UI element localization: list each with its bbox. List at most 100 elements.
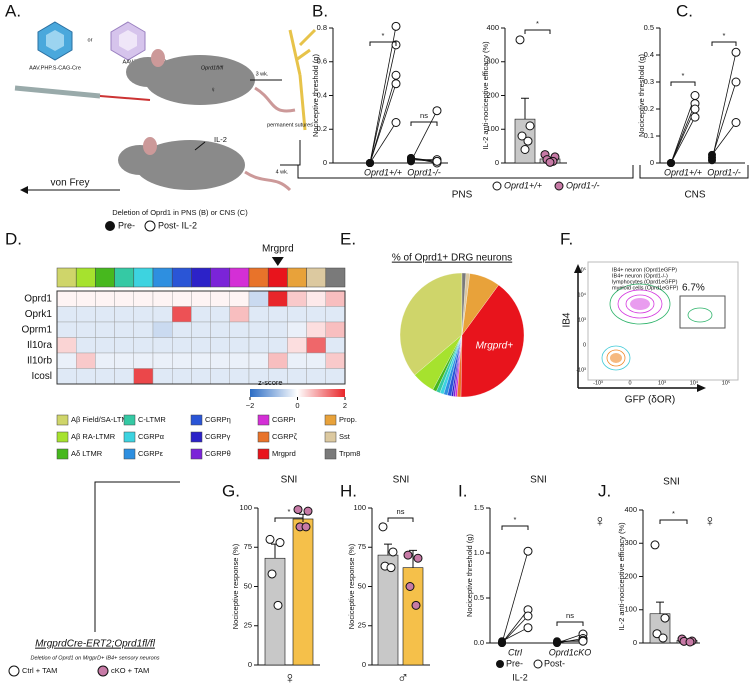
column-color [95,267,115,288]
column-color [248,267,269,288]
heatmap-frame [56,290,346,385]
heat-cell [229,290,250,307]
row-label: Il10rb [27,355,52,366]
cns-bracket [639,165,749,179]
bar [377,554,399,666]
significance-bracket [410,121,438,126]
heat-cell [306,337,327,354]
heat-cell [171,368,192,385]
post-point [731,77,741,87]
flow-panel: IB4 GFP (δOR) 6.7% IB4+ neuron (Oprd1eGF… [562,261,739,406]
heat-cell [152,337,173,354]
group-label: Ctrl [508,647,523,657]
y-axis-label: Nociceptive threshold (g) [465,534,474,617]
y-tick-label: 200 [486,90,499,99]
chart-title: SNI [663,477,680,488]
heat-cell [133,337,154,354]
data-point [650,540,660,550]
y-tick-label: 0 [495,158,499,167]
or-label: or [88,37,93,43]
heat-cell [210,337,231,354]
sex-symbol: ♂ [397,670,409,687]
y-tick-label: 0.2 [317,124,327,133]
group-label: Oprd1-/- [407,167,441,177]
data-point [523,136,533,146]
flow-x-tick: -10³ [593,380,603,386]
y-axis-label: Nociceptive threshold (g) [637,54,646,137]
flow-y-tick: -10³ [576,367,586,373]
genotype-label: MrgprdCre-ERT2;Oprd1fl/fl [35,639,156,650]
heat-cell [133,352,154,369]
gate-label: 6.7% [682,283,705,294]
panel-letter: I. [458,481,467,500]
legend-swatch [56,448,69,460]
heat-cell [114,352,134,369]
pair-line [711,52,737,161]
y-tick-label: 0.6 [317,57,327,66]
flow-y-tick: 10⁵ [578,266,586,273]
legend-label: CGRPι [272,415,296,424]
chart-title: SNI [530,475,547,486]
pair-line [711,81,737,158]
heat-cell [191,368,211,385]
heat-cell [152,352,173,369]
bracket [94,481,180,632]
pie-slice [399,272,463,376]
heat-cell [325,337,346,354]
legend-label: Aδ LTMR [71,449,103,458]
pie-slice [460,284,525,398]
legend-label: CGRPγ [205,432,231,441]
heat-cell [287,337,307,354]
y-tick-label: 100 [486,124,499,133]
heat-cell [114,337,134,354]
heat-cell [56,352,77,369]
heat-cell [229,337,250,354]
y-tick-label: 0.1 [644,131,654,140]
colorbar-tick-label: −2 [246,401,255,410]
heat-cell [191,306,211,323]
y-tick-label: 0 [248,660,252,669]
post-point [432,106,442,116]
significance-bracket [369,41,397,46]
y-tick-label: 0 [650,158,654,167]
heat-cell [248,306,269,323]
y-tick-label: 0.5 [644,23,654,32]
significance-bracket [501,525,529,530]
legend-post [144,220,156,232]
arrow-head [697,384,706,392]
legend-label: Post- [544,658,565,668]
row-label: Oprm1 [21,324,52,335]
legend-label: Trpm8 [339,449,360,458]
pair-line [501,627,529,642]
heat-cell [171,306,192,323]
contour [617,289,663,319]
heat-cell [171,352,192,369]
heat-cell [210,290,231,307]
significance-bracket [659,519,688,524]
heat-cell [248,321,269,338]
genotype-label: Oprd1fl/fl [201,65,224,71]
heat-cell [56,290,77,307]
significance-bracket [387,517,414,522]
pair-line [369,83,397,164]
heat-cell [95,290,115,307]
weeks-label: 4 wk. [276,169,289,175]
y-axis-label: IL-2 anti-nociceptive efficacy (%) [481,41,490,150]
legend-ctrl [8,665,20,677]
y-tick-label: 25 [244,621,252,630]
contour [601,345,631,371]
legend-label: Sst [339,432,351,441]
legend-label: CGRPζ [272,432,298,441]
y-tick-label: 300 [624,538,637,547]
column-color [306,267,327,288]
legend-label: C-LTMR [138,415,166,424]
schematic-g: MrgprdCre-ERT2;Oprd1fl/fl Deletion of Op… [8,481,180,677]
row-label: Oprd1 [24,293,52,304]
chart-title: SNI [393,475,410,486]
pre-point [366,159,374,167]
data-point [515,35,525,45]
y-tick-label: 1.0 [474,548,484,557]
panel-letter: A. [5,1,21,20]
panel-letter: C. [676,1,693,20]
flow-ticks: 10⁵ 10⁴ 10³ 0 -10³ -10³ 0 10³ 10⁴ 10⁵ [576,266,730,386]
